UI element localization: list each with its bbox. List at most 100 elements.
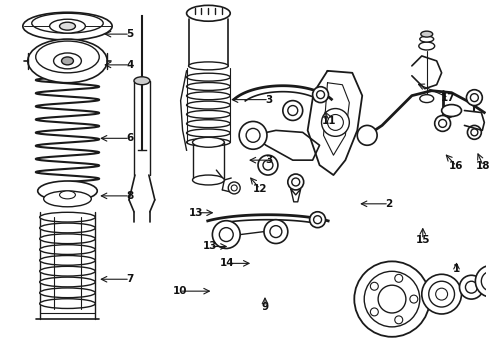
Text: 10: 10 (172, 286, 187, 296)
Ellipse shape (419, 42, 435, 50)
Ellipse shape (40, 245, 95, 255)
Ellipse shape (40, 266, 95, 276)
Circle shape (231, 185, 237, 191)
Ellipse shape (420, 36, 434, 42)
Circle shape (370, 308, 378, 316)
Ellipse shape (32, 13, 103, 33)
Circle shape (460, 275, 483, 299)
Circle shape (471, 129, 478, 136)
Circle shape (429, 281, 455, 307)
Circle shape (327, 114, 343, 130)
Text: 18: 18 (476, 161, 490, 171)
Ellipse shape (187, 129, 230, 137)
Circle shape (370, 282, 378, 290)
Text: 3: 3 (265, 155, 272, 165)
Ellipse shape (60, 22, 75, 30)
Text: 12: 12 (253, 184, 267, 194)
Text: 2: 2 (386, 199, 392, 209)
Circle shape (317, 91, 324, 99)
Ellipse shape (53, 53, 81, 69)
Circle shape (436, 288, 447, 300)
Circle shape (288, 105, 298, 116)
Ellipse shape (441, 104, 462, 117)
Ellipse shape (36, 41, 99, 73)
Circle shape (466, 281, 477, 293)
Circle shape (378, 285, 406, 313)
Text: 17: 17 (441, 93, 456, 103)
Circle shape (263, 160, 273, 170)
Circle shape (212, 221, 240, 248)
Text: 11: 11 (322, 116, 337, 126)
Circle shape (292, 178, 300, 186)
Text: 1: 1 (453, 264, 460, 274)
Ellipse shape (187, 120, 230, 128)
Ellipse shape (193, 175, 224, 185)
Circle shape (475, 265, 490, 297)
Circle shape (283, 100, 303, 121)
Ellipse shape (44, 191, 91, 207)
Ellipse shape (134, 77, 150, 85)
Circle shape (288, 174, 304, 190)
Ellipse shape (40, 234, 95, 244)
Text: 9: 9 (261, 302, 269, 312)
Ellipse shape (62, 57, 74, 65)
Circle shape (435, 116, 451, 131)
Circle shape (321, 109, 349, 136)
Ellipse shape (421, 31, 433, 37)
Circle shape (395, 274, 403, 282)
Ellipse shape (187, 82, 230, 90)
Ellipse shape (187, 5, 230, 21)
Circle shape (422, 274, 462, 314)
Text: 13: 13 (189, 208, 204, 218)
Polygon shape (253, 130, 319, 160)
Circle shape (264, 220, 288, 243)
Text: 8: 8 (126, 191, 134, 201)
Circle shape (357, 125, 377, 145)
Circle shape (467, 125, 481, 139)
Ellipse shape (49, 19, 85, 33)
Text: 4: 4 (126, 60, 134, 70)
Circle shape (246, 129, 260, 142)
Circle shape (310, 212, 325, 228)
Text: 6: 6 (126, 133, 134, 143)
Circle shape (220, 228, 233, 242)
Ellipse shape (60, 191, 75, 199)
Circle shape (395, 316, 403, 324)
Ellipse shape (187, 138, 230, 146)
Ellipse shape (40, 288, 95, 298)
Polygon shape (465, 111, 484, 130)
Circle shape (228, 182, 240, 194)
Circle shape (481, 271, 490, 291)
Circle shape (466, 90, 482, 105)
Ellipse shape (420, 95, 434, 103)
Circle shape (239, 121, 267, 149)
Polygon shape (308, 71, 362, 175)
Ellipse shape (40, 212, 95, 222)
Circle shape (439, 120, 446, 127)
Circle shape (313, 87, 328, 103)
Circle shape (354, 261, 430, 337)
Ellipse shape (187, 73, 230, 81)
Ellipse shape (23, 12, 112, 40)
Text: 16: 16 (449, 161, 464, 171)
Polygon shape (412, 56, 441, 89)
Ellipse shape (40, 277, 95, 287)
Text: 5: 5 (126, 29, 134, 39)
Text: 13: 13 (203, 242, 218, 252)
Text: 7: 7 (126, 274, 134, 284)
Circle shape (270, 226, 282, 238)
Ellipse shape (40, 256, 95, 265)
Circle shape (364, 271, 420, 327)
Text: 14: 14 (220, 258, 235, 268)
Circle shape (258, 155, 278, 175)
Ellipse shape (40, 223, 95, 233)
Text: 3: 3 (265, 95, 272, 105)
Ellipse shape (187, 111, 230, 118)
Ellipse shape (40, 299, 95, 309)
Ellipse shape (38, 181, 97, 201)
Text: 15: 15 (416, 235, 430, 244)
Ellipse shape (189, 62, 228, 70)
Ellipse shape (187, 92, 230, 100)
Circle shape (470, 94, 478, 102)
Ellipse shape (28, 39, 107, 83)
